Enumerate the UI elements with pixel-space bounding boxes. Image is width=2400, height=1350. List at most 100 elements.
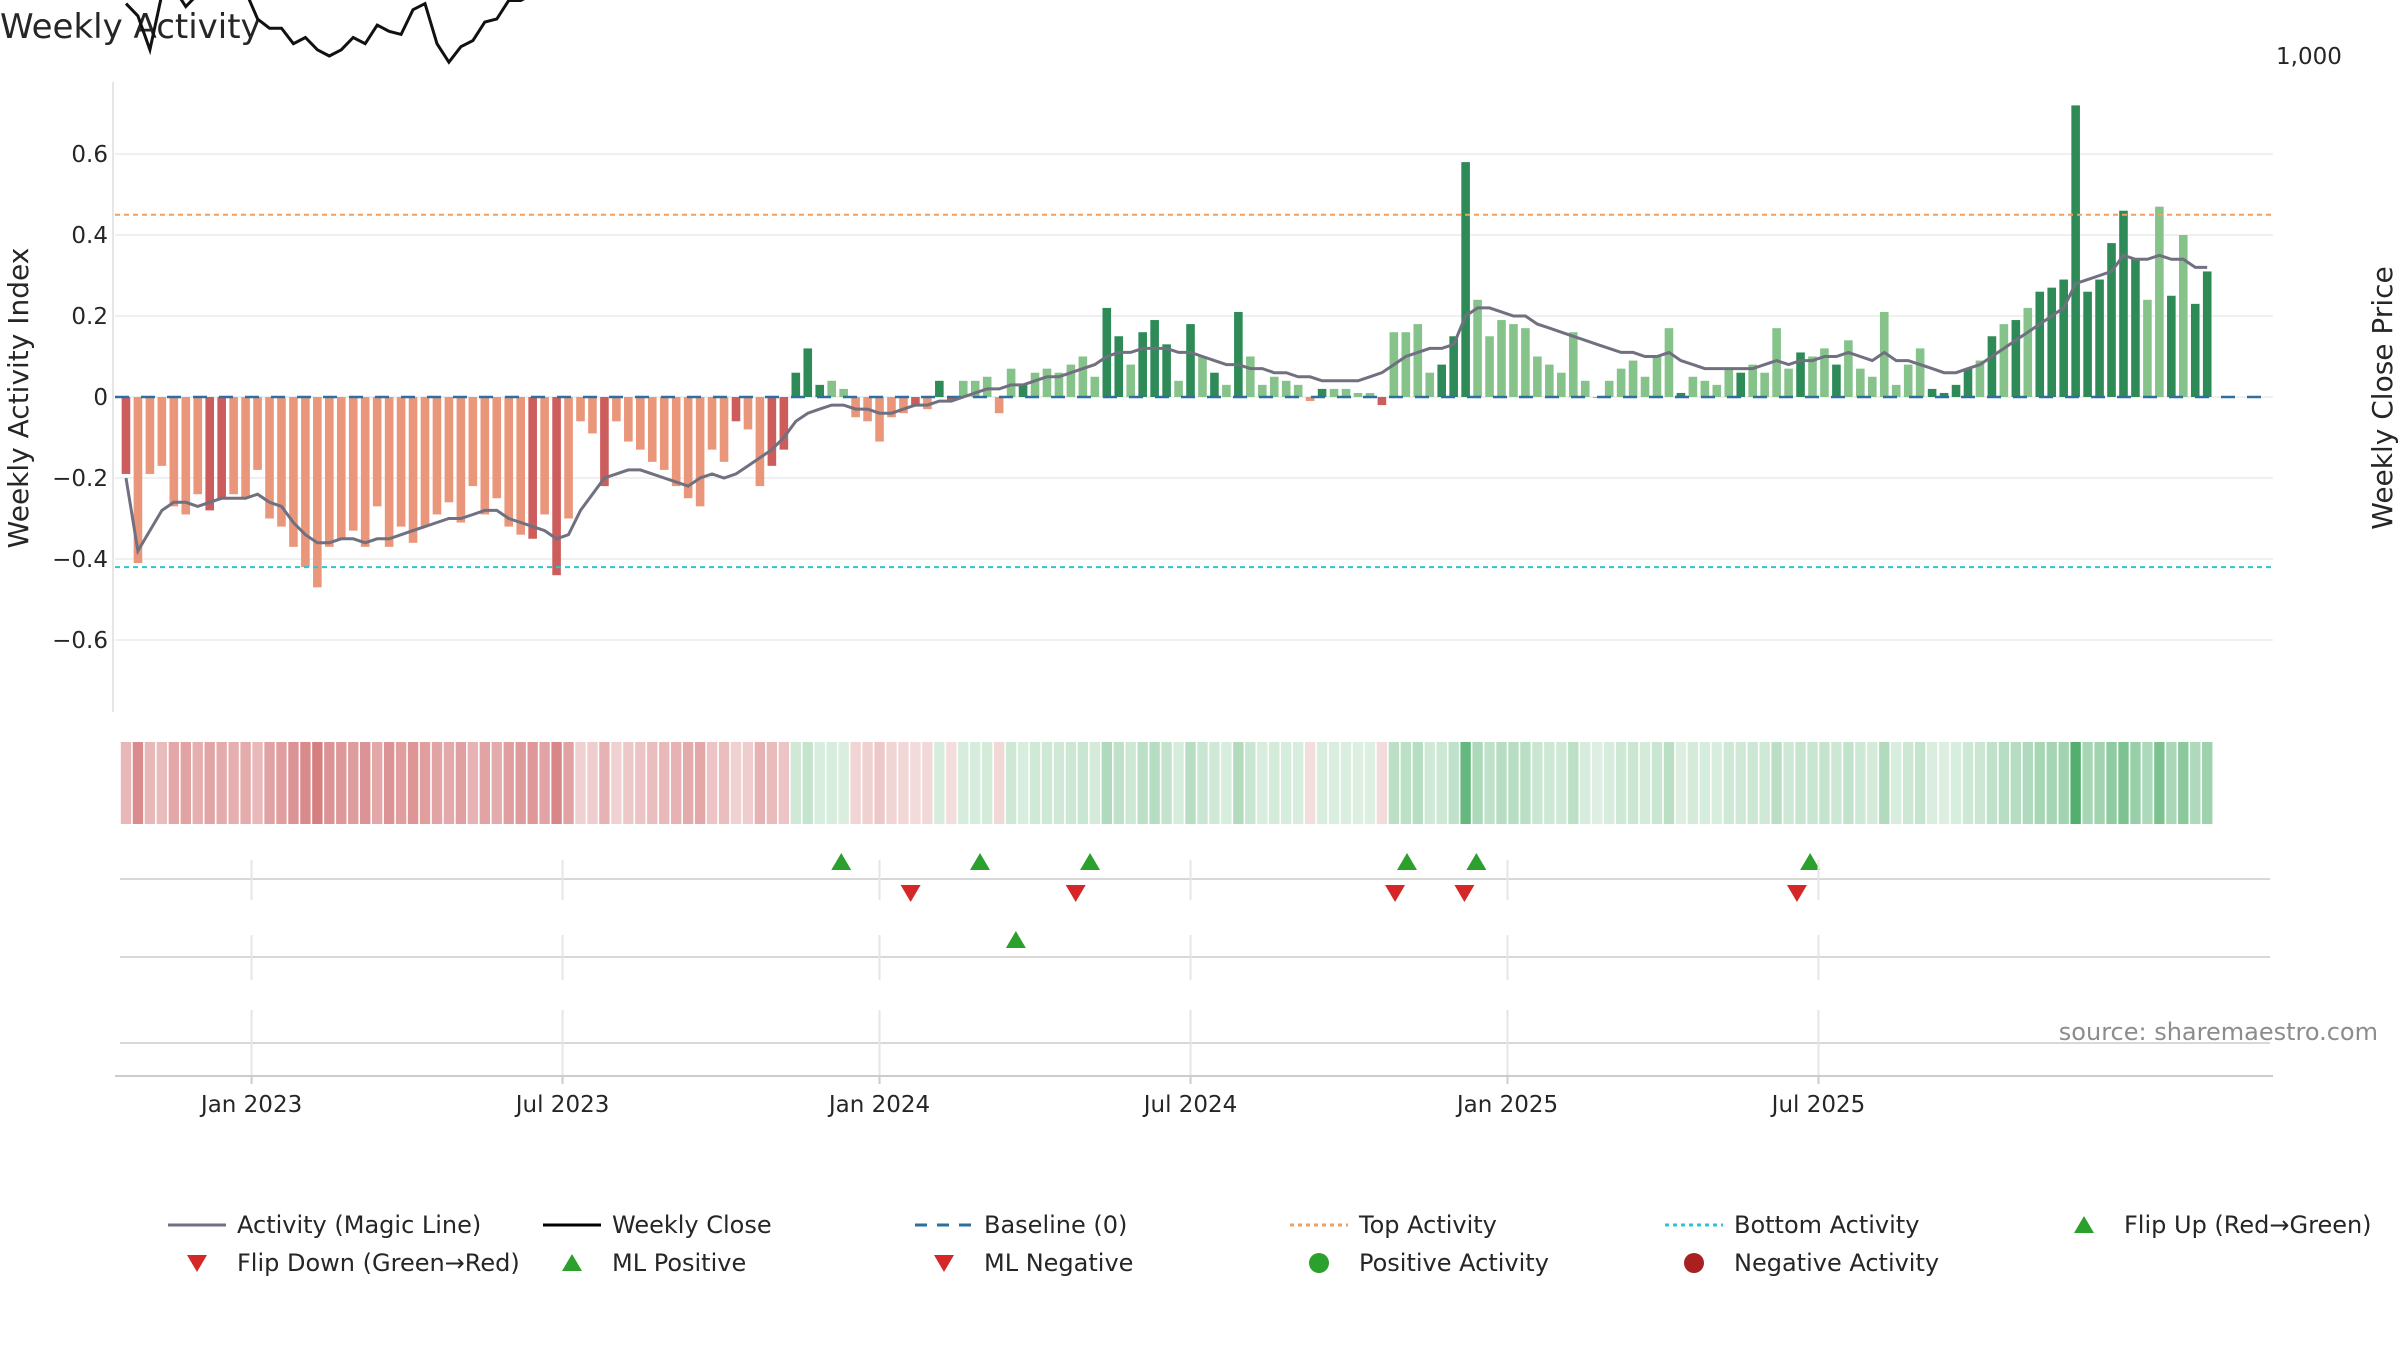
activity-bar: [600, 397, 609, 487]
strip-cell: [228, 742, 239, 824]
activity-bar: [1401, 332, 1411, 397]
strip-cell: [1388, 742, 1400, 824]
activity-bar: [1353, 392, 1363, 397]
activity-bar: [1915, 348, 1925, 397]
strip-cell: [192, 742, 203, 824]
activity-bar: [994, 397, 1004, 414]
activity-bar: [1676, 392, 1686, 397]
activity-bar: [1868, 376, 1877, 397]
strip-cell: [1496, 742, 1507, 824]
strip-cell: [204, 742, 215, 824]
strip-cell: [503, 742, 514, 824]
activity-bar: [516, 397, 525, 535]
signal-lanes: [115, 878, 2273, 1077]
signal-markers: [831, 853, 1821, 948]
strip-cell: [1807, 742, 1818, 824]
activity-bar: [217, 397, 226, 499]
y2-tick-label: 1,000: [2276, 44, 2342, 70]
activity-bar: [408, 397, 418, 543]
strip-cell: [623, 742, 634, 824]
strip-cell: [1520, 742, 1531, 824]
strip-cell: [575, 742, 586, 824]
strip-cell: [1364, 742, 1376, 824]
legend-label: Flip Down (Green→Red): [237, 1249, 520, 1277]
strip-cell: [276, 742, 287, 824]
magic-line: [124, 253, 2208, 556]
strip-cell: [874, 742, 885, 824]
activity-bar: [1138, 332, 1147, 397]
strip-cell: [1735, 742, 1746, 824]
strip-cell: [1639, 742, 1651, 824]
strip-cell: [2058, 742, 2069, 824]
activity-bar: [1150, 320, 1159, 397]
activity-bar: [384, 397, 394, 547]
strip-cell: [2070, 742, 2081, 824]
activity-bar: [803, 348, 813, 397]
strip-cell: [694, 742, 706, 824]
strip-cell: [1867, 742, 1878, 824]
flip-down-marker: [1786, 885, 1807, 902]
y-tick-label: −0.2: [52, 466, 108, 492]
activity-bar: [1700, 380, 1710, 397]
activity-bar: [1329, 388, 1339, 397]
strip-cell: [2082, 742, 2093, 824]
activity-bar: [923, 397, 932, 410]
activity-bar: [576, 397, 585, 422]
y-tick-label: −0.4: [52, 547, 108, 573]
strip-cell: [1651, 742, 1663, 824]
activity-bar: [1018, 384, 1028, 397]
source-note: source: sharemaestro.com: [2059, 1018, 2378, 1046]
activity-bar: [946, 397, 956, 402]
strip-cell: [371, 742, 383, 824]
strip-cell: [2010, 742, 2022, 824]
strip-cell: [1938, 742, 1950, 824]
y-axis-label: Weekly Activity Index: [2, 248, 35, 549]
strip-cell: [993, 742, 1005, 824]
strip-cell: [407, 742, 419, 824]
activity-bar: [2107, 243, 2116, 397]
strip-cell: [718, 742, 730, 824]
strip-cell: [850, 742, 861, 824]
strip-cell: [2130, 742, 2141, 824]
strip-cell: [1687, 742, 1699, 824]
activity-bar: [1712, 384, 1722, 397]
activity-bar: [1736, 372, 1746, 397]
strip-cell: [934, 742, 945, 824]
activity-bar: [2071, 105, 2080, 398]
strip-cell: [1855, 742, 1866, 824]
strip-cell: [2046, 742, 2057, 824]
strip-cell: [1532, 742, 1543, 824]
strip-cell: [790, 742, 801, 824]
activity-bar: [827, 380, 836, 397]
strip-cell: [1400, 742, 1411, 824]
activity-bar: [1951, 384, 1961, 397]
strip-cell: [360, 742, 371, 824]
activity-bar: [1030, 372, 1040, 397]
strip-cell: [300, 742, 311, 824]
activity-bar: [683, 397, 693, 499]
activity-bar: [468, 397, 478, 487]
activity-bar: [695, 397, 705, 507]
legend-label: Flip Up (Red→Green): [2124, 1211, 2372, 1239]
flip-up-marker: [970, 853, 991, 870]
strip-cell: [1448, 742, 1459, 824]
activity-bar: [1521, 328, 1530, 397]
activity-bar: [1580, 380, 1590, 397]
strip-cell: [1053, 742, 1065, 824]
activity-bar: [336, 397, 346, 539]
activity-bar: [588, 397, 597, 434]
activity-bar: [1449, 336, 1458, 397]
x-tick-label: Jan 2023: [199, 1092, 302, 1118]
strip-cell: [982, 742, 993, 824]
activity-bar: [731, 397, 741, 422]
activity-bar: [2190, 303, 2200, 397]
activity-bar: [671, 397, 681, 487]
strip-cell: [1233, 742, 1244, 824]
strip-cell: [2022, 742, 2033, 824]
activity-bar: [1856, 368, 1865, 397]
legend-label: Positive Activity: [1359, 1249, 1549, 1277]
strip-cell: [1173, 742, 1184, 824]
activity-bar: [348, 397, 358, 531]
flip-up-marker: [831, 853, 852, 870]
activity-bar: [1628, 360, 1638, 397]
